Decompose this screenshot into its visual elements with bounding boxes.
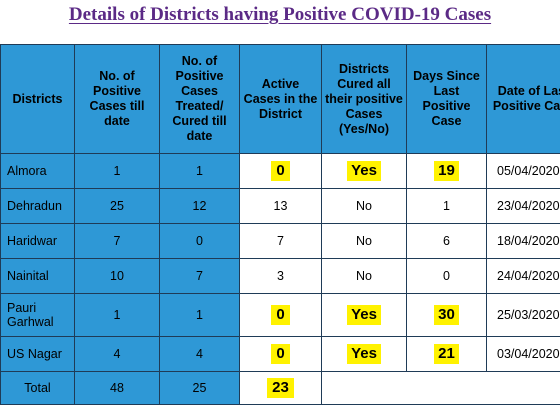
district-name: Pauri Garhwal: [1, 294, 75, 337]
days-since-cell: 30: [407, 294, 487, 337]
cured-status-cell: Yes: [322, 154, 407, 189]
active-count-cell: 0: [240, 337, 322, 372]
days-since: 21: [434, 344, 459, 364]
cured-status: No: [322, 224, 407, 259]
table-row: Nainital 10 7 3 No 0 24/04/2020: [1, 259, 560, 294]
cured-status: No: [322, 259, 407, 294]
days-since-cell: 19: [407, 154, 487, 189]
days-since: 19: [434, 161, 459, 181]
treated-count: 4: [160, 337, 240, 372]
treated-count: 7: [160, 259, 240, 294]
cured-status-cell: Yes: [322, 294, 407, 337]
page-title: Details of Districts having Positive COV…: [0, 4, 560, 26]
header-treated: No. of Positive Cases Treated/ Cured til…: [160, 45, 240, 154]
last-case-date: 03/04/2020: [487, 337, 560, 372]
district-name: US Nagar: [1, 337, 75, 372]
positive-count: 25: [75, 189, 160, 224]
table-row: US Nagar 4 4 0 Yes 21 03/04/2020: [1, 337, 560, 372]
treated-count: 0: [160, 224, 240, 259]
table-row: Pauri Garhwal 1 1 0 Yes 30 25/03/2020: [1, 294, 560, 337]
positive-count: 4: [75, 337, 160, 372]
active-count: 0: [271, 161, 289, 181]
table-header-row: Districts No. of Positive Cases till dat…: [1, 45, 560, 154]
last-case-date: 23/04/2020: [487, 189, 560, 224]
last-case-date: 18/04/2020: [487, 224, 560, 259]
table-row: Almora 1 1 0 Yes 19 05/04/2020: [1, 154, 560, 189]
header-cured-all: Districts Cured all their positive Cases…: [322, 45, 407, 154]
days-since: 6: [407, 224, 487, 259]
cured-status: Yes: [347, 161, 381, 181]
last-case-date: 05/04/2020: [487, 154, 560, 189]
days-since: 1: [407, 189, 487, 224]
treated-count: 1: [160, 154, 240, 189]
active-count: 0: [271, 305, 289, 325]
header-last-date: Date of Last Positive Case: [487, 45, 560, 154]
cured-status-cell: Yes: [322, 337, 407, 372]
total-active: 23: [267, 378, 294, 398]
cured-status: No: [322, 189, 407, 224]
table-row: Haridwar 7 0 7 No 6 18/04/2020: [1, 224, 560, 259]
days-since: 0: [407, 259, 487, 294]
active-count: 7: [240, 224, 322, 259]
active-count: 0: [271, 344, 289, 364]
header-days-since: Days Since Last Positive Case: [407, 45, 487, 154]
district-name: Dehradun: [1, 189, 75, 224]
positive-count: 1: [75, 154, 160, 189]
header-positive-cases: No. of Positive Cases till date: [75, 45, 160, 154]
positive-count: 10: [75, 259, 160, 294]
district-name: Almora: [1, 154, 75, 189]
last-case-date: 24/04/2020: [487, 259, 560, 294]
cured-status: Yes: [347, 305, 381, 325]
days-since: 30: [434, 305, 459, 325]
cured-status: Yes: [347, 344, 381, 364]
header-active: Active Cases in the District: [240, 45, 322, 154]
district-name: Haridwar: [1, 224, 75, 259]
covid-districts-table: Districts No. of Positive Cases till dat…: [0, 44, 560, 405]
table-row: Dehradun 25 12 13 No 1 23/04/2020: [1, 189, 560, 224]
active-count-cell: 0: [240, 294, 322, 337]
active-count: 13: [240, 189, 322, 224]
positive-count: 1: [75, 294, 160, 337]
header-districts: Districts: [1, 45, 75, 154]
positive-count: 7: [75, 224, 160, 259]
district-name: Nainital: [1, 259, 75, 294]
treated-count: 12: [160, 189, 240, 224]
active-count: 3: [240, 259, 322, 294]
active-count-cell: 0: [240, 154, 322, 189]
last-case-date: 25/03/2020: [487, 294, 560, 337]
treated-count: 1: [160, 294, 240, 337]
days-since-cell: 21: [407, 337, 487, 372]
